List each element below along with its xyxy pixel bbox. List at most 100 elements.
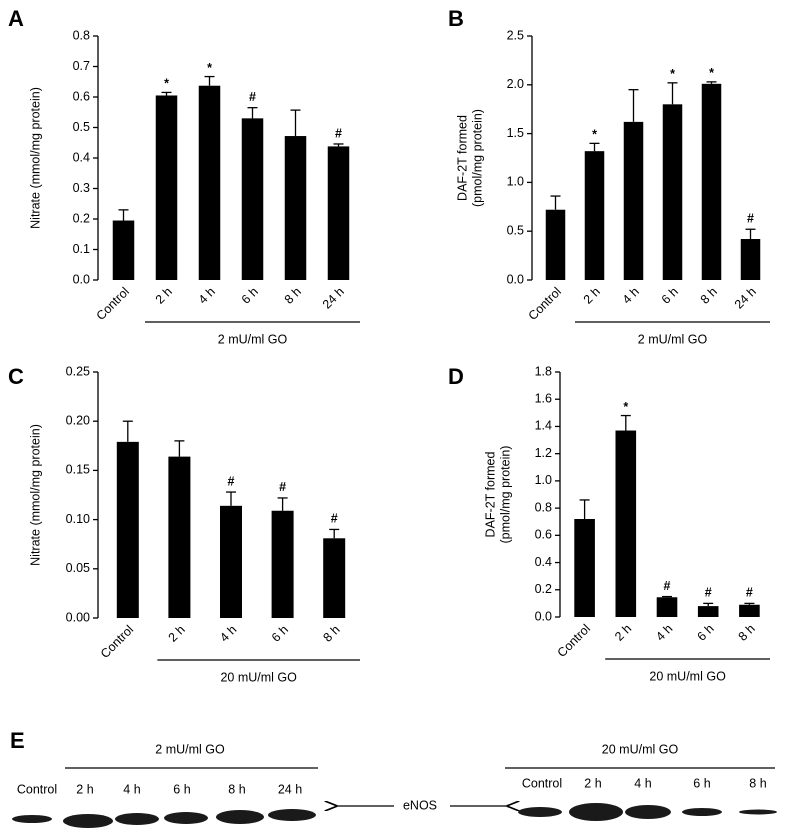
significance-marker: * bbox=[623, 400, 628, 414]
x-tick-label: 24 h bbox=[320, 285, 347, 312]
lane-label: 8 h bbox=[228, 782, 245, 796]
significance-marker: * bbox=[207, 61, 212, 75]
blot-bands bbox=[12, 803, 777, 828]
y-tick-label: 1.0 bbox=[507, 175, 524, 189]
significance-marker: # bbox=[335, 126, 342, 140]
significance-marker: # bbox=[664, 579, 671, 593]
significance-marker: # bbox=[747, 212, 754, 226]
x-tick-label: 4 h bbox=[653, 622, 675, 644]
y-tick-label: 0.20 bbox=[66, 413, 90, 427]
lane-label: 24 h bbox=[278, 782, 302, 796]
significance-marker: # bbox=[746, 586, 753, 600]
y-tick-label: 1.6 bbox=[535, 392, 552, 406]
y-tick-label: 0.5 bbox=[507, 223, 524, 237]
y-tick-label: 0.25 bbox=[66, 364, 90, 378]
bar bbox=[168, 456, 191, 618]
y-tick-label: 2.0 bbox=[507, 77, 524, 91]
bar bbox=[697, 606, 719, 617]
y-tick-label: 1.8 bbox=[535, 364, 552, 378]
y-tick-label: 2.5 bbox=[507, 28, 524, 42]
bar bbox=[701, 83, 722, 280]
y-tick-label: 0.0 bbox=[507, 272, 524, 286]
significance-marker: # bbox=[705, 586, 712, 600]
x-tick-label: 6 h bbox=[694, 622, 716, 644]
y-tick-label: 0.05 bbox=[66, 561, 90, 575]
bar bbox=[327, 146, 350, 280]
panel-label: D bbox=[448, 364, 464, 389]
y-tick-label: 0.4 bbox=[535, 555, 552, 569]
y-tick-label: 0.0 bbox=[73, 272, 90, 286]
y-tick-label: 0.3 bbox=[73, 181, 90, 195]
x-tick-label: 6 h bbox=[239, 285, 261, 307]
y-tick-label: 0.8 bbox=[73, 28, 90, 42]
y-tick-label: 0.7 bbox=[73, 59, 90, 73]
bar bbox=[220, 505, 242, 618]
y-tick-label: 0.4 bbox=[73, 150, 90, 164]
y-axis-label: (pmol/mg protein) bbox=[498, 446, 512, 544]
y-tick-label: 0.10 bbox=[66, 512, 90, 526]
significance-marker: * bbox=[164, 77, 169, 91]
bar bbox=[574, 519, 595, 617]
y-tick-label: 1.5 bbox=[507, 126, 524, 140]
lane-label: 8 h bbox=[749, 776, 766, 790]
y-tick-label: 0.5 bbox=[73, 120, 90, 134]
y-tick-label: 0.6 bbox=[535, 528, 552, 542]
y-tick-label: 0.2 bbox=[535, 582, 552, 596]
lane-label: 6 h bbox=[693, 776, 710, 790]
significance-marker: * bbox=[670, 67, 675, 81]
x-tick-label: Control bbox=[98, 623, 136, 661]
x-tick-label: 24 h bbox=[732, 285, 759, 312]
x-tick-label: Control bbox=[526, 285, 564, 323]
y-tick-label: 0.00 bbox=[66, 610, 90, 624]
lane-label: 4 h bbox=[123, 782, 140, 796]
bar bbox=[740, 239, 761, 280]
x-tick-label: 6 h bbox=[269, 623, 291, 645]
bar bbox=[241, 118, 264, 280]
y-axis-label: Nitrate (mmol/mg protein) bbox=[28, 87, 42, 229]
significance-marker: # bbox=[249, 90, 256, 104]
significance-marker: # bbox=[228, 474, 235, 488]
group-label: 20 mU/ml GO bbox=[602, 742, 679, 756]
bar bbox=[623, 121, 644, 280]
x-tick-label: 2 h bbox=[166, 623, 188, 645]
bar bbox=[584, 151, 605, 280]
group-label: 2 mU/ml GO bbox=[638, 332, 708, 346]
bar bbox=[656, 597, 678, 617]
x-tick-label: Control bbox=[555, 622, 593, 660]
y-axis-label: DAF-2T formed bbox=[455, 115, 469, 201]
x-tick-label: 4 h bbox=[620, 285, 642, 307]
bar bbox=[198, 85, 221, 280]
x-tick-label: 6 h bbox=[659, 285, 681, 307]
y-tick-label: 0.1 bbox=[73, 242, 90, 256]
protein-label: eNOS bbox=[403, 798, 437, 812]
panel-label: C bbox=[8, 364, 24, 389]
x-tick-label: Control bbox=[94, 285, 132, 323]
x-tick-label: 2 h bbox=[581, 285, 603, 307]
bar bbox=[112, 220, 135, 280]
group-label: 2 mU/ml GO bbox=[155, 742, 225, 756]
panel-label: E bbox=[10, 728, 25, 753]
bar bbox=[284, 136, 307, 280]
x-tick-label: 8 h bbox=[282, 285, 304, 307]
y-tick-label: 0.6 bbox=[73, 89, 90, 103]
x-tick-label: 2 h bbox=[153, 285, 175, 307]
y-tick-label: 1.2 bbox=[535, 446, 552, 460]
lane-label: 6 h bbox=[173, 782, 190, 796]
lane-label: 2 h bbox=[584, 776, 601, 790]
lane-label: Control bbox=[522, 776, 562, 790]
group-label: 2 mU/ml GO bbox=[218, 332, 288, 346]
bar bbox=[615, 430, 637, 617]
bar bbox=[323, 538, 346, 618]
bar bbox=[739, 604, 760, 617]
y-tick-label: 0.15 bbox=[66, 463, 90, 477]
group-label: 20 mU/ml GO bbox=[220, 670, 297, 684]
lane-label: 4 h bbox=[634, 776, 651, 790]
lane-label: Control bbox=[17, 782, 57, 796]
significance-marker: * bbox=[592, 128, 597, 142]
bar bbox=[271, 510, 294, 618]
y-axis-label: Nitrate (mmol/mg protein) bbox=[28, 424, 42, 566]
y-axis-label: (pmol/mg protein) bbox=[470, 109, 484, 207]
significance-marker: # bbox=[279, 480, 286, 494]
x-tick-label: 8 h bbox=[698, 285, 720, 307]
